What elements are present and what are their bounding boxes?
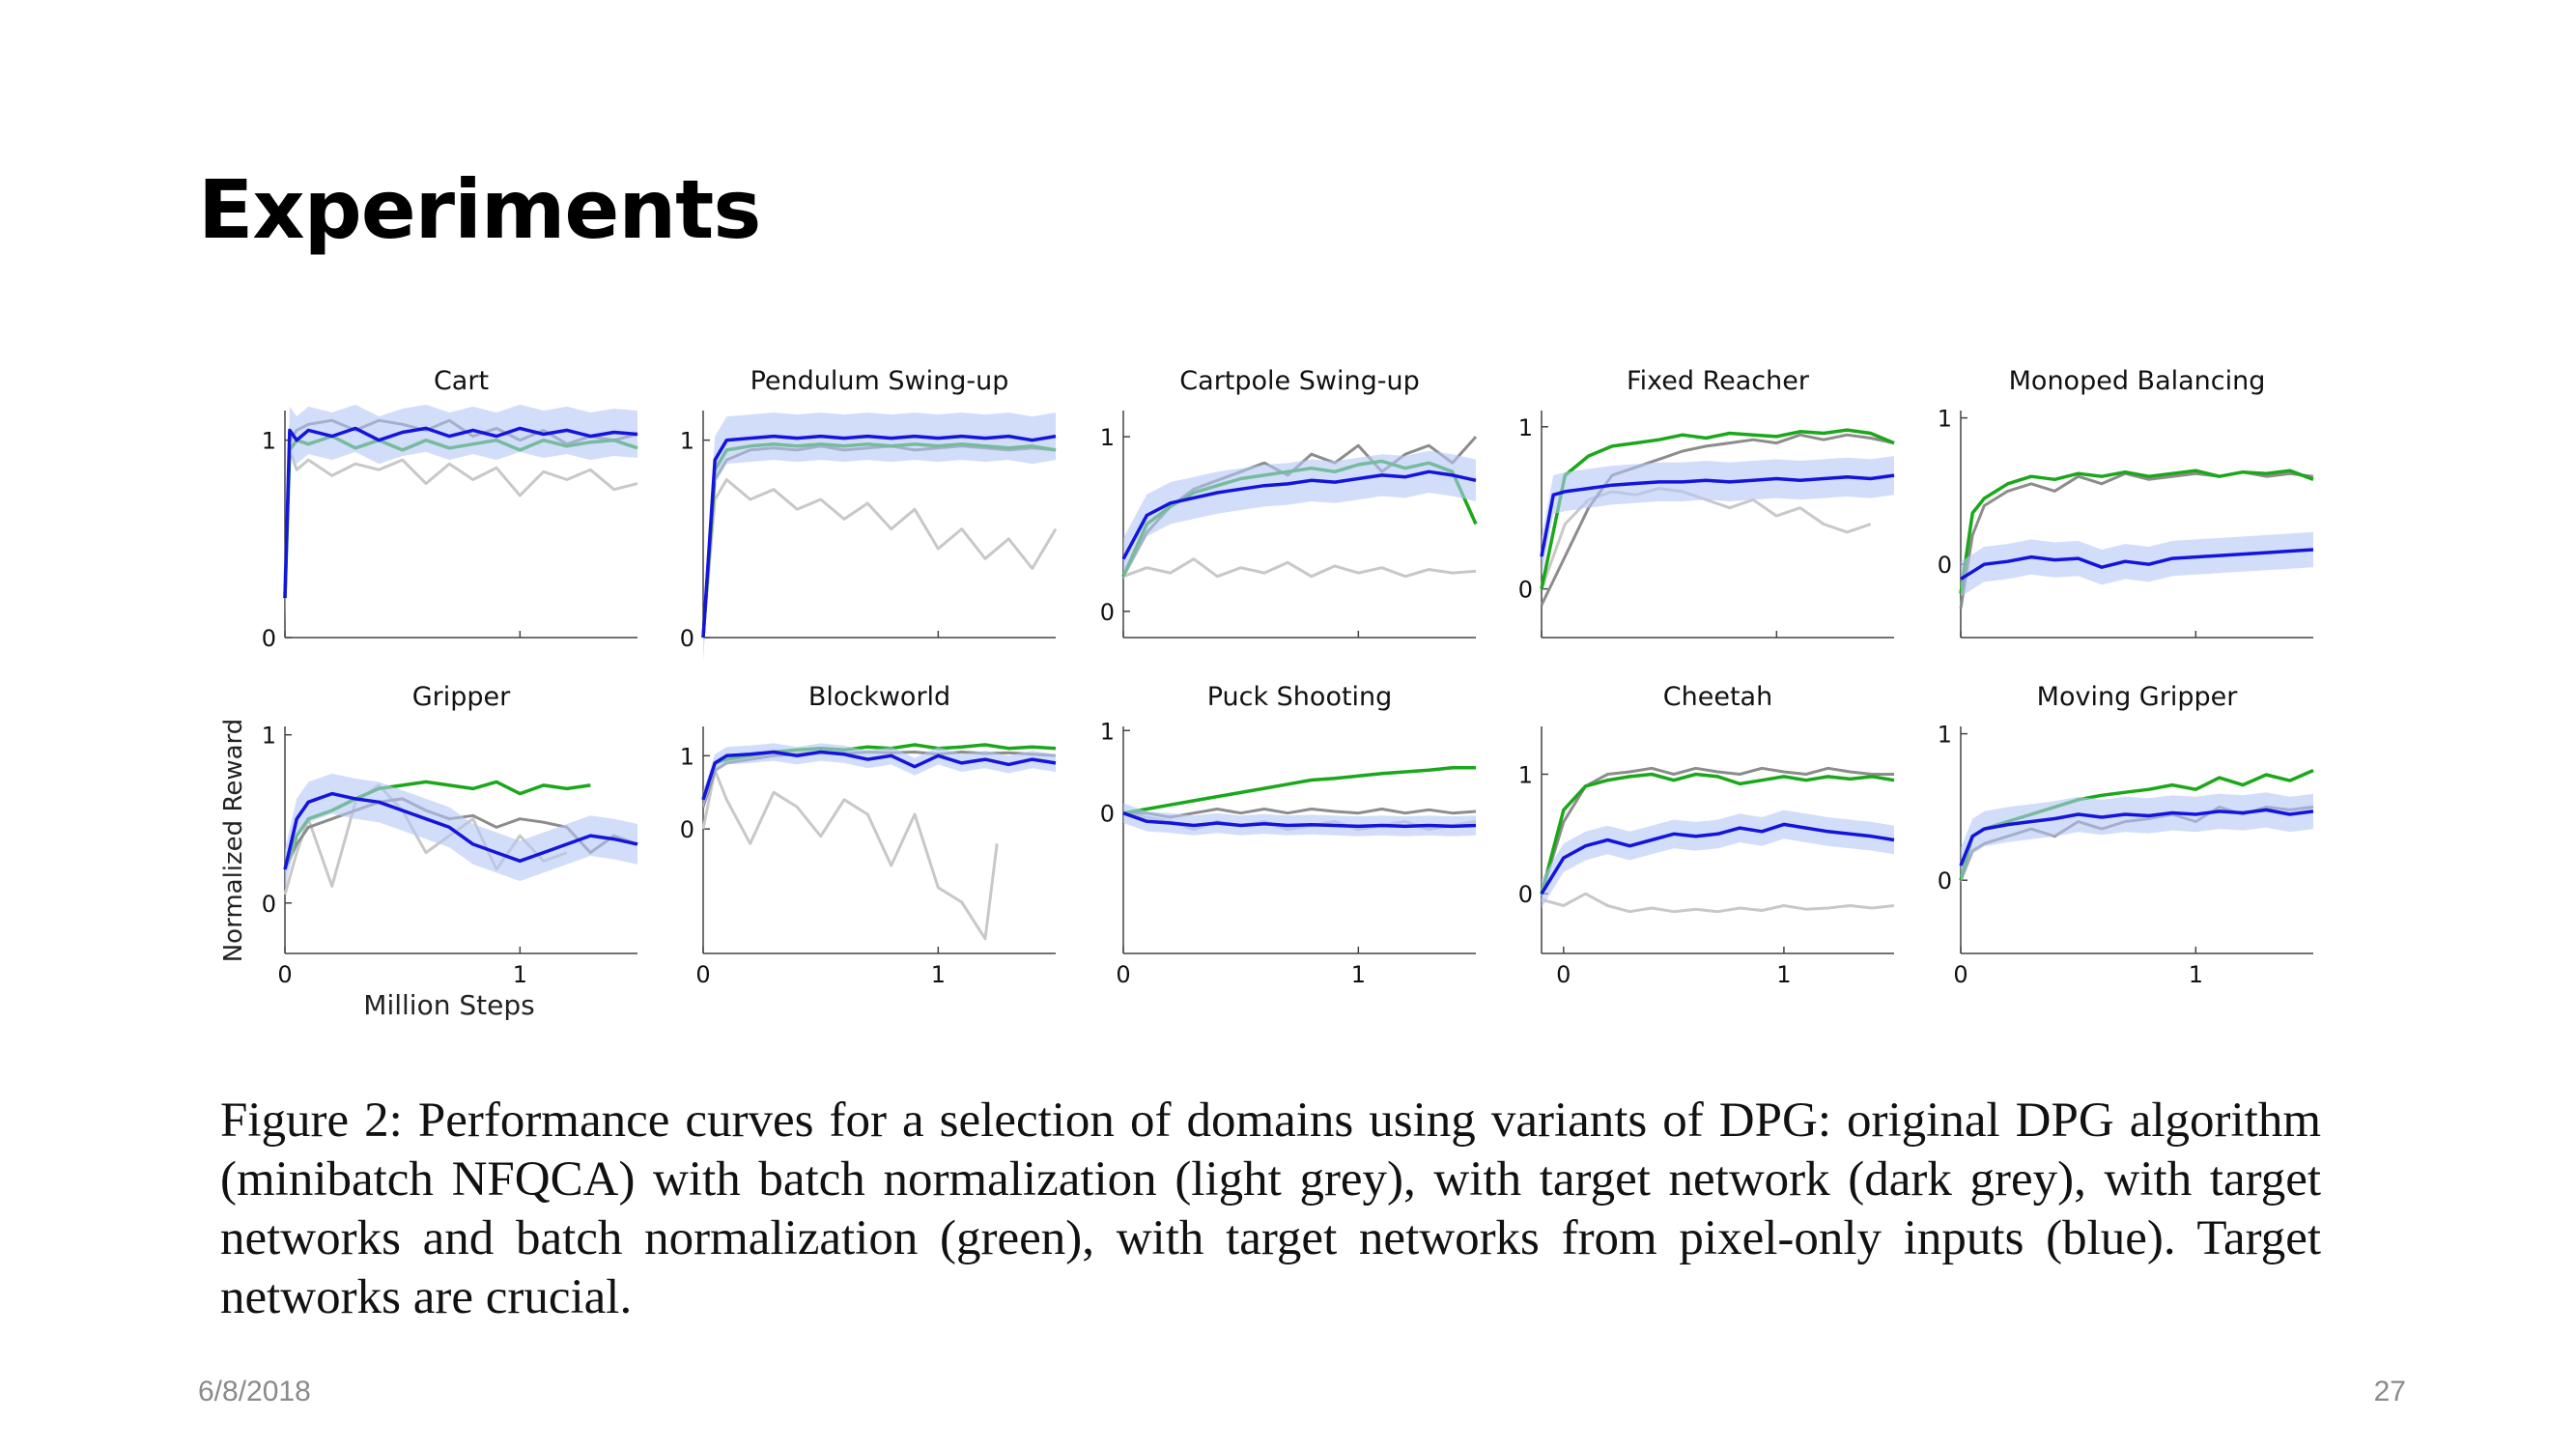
- panel-title-blockworld: Blockworld: [808, 682, 950, 712]
- x-tick-label-cheetah: 0: [1556, 961, 1571, 988]
- x-tick-label-gripper: 1: [513, 961, 527, 988]
- x-tick-label-cheetah: 1: [1776, 961, 1791, 988]
- panel-title-monoped-balancing: Monoped Balancing: [2009, 366, 2266, 396]
- y-tick-label-moving-gripper: 1: [1938, 722, 1952, 749]
- y-tick-label-blockworld: 1: [680, 743, 694, 770]
- series-line-green-puck-shooting: [1122, 765, 1476, 815]
- series-band-fixed-reacher: [1542, 456, 1894, 577]
- series-line-green-cheetah: [1540, 772, 1895, 895]
- series-band-pendulum-swing-up: [703, 412, 1056, 662]
- x-tick-label-puck-shooting: 0: [1116, 961, 1130, 988]
- series-line-blue-pendulum-swing-up: [701, 434, 1057, 639]
- panel-pendulum-swing-up: Pendulum Swing-up 0 1: [680, 366, 1058, 662]
- panel-blockworld: Blockworld 0 1 0 1: [680, 682, 1057, 988]
- panel-gripper: Gripper 0 1 0 1: [262, 682, 638, 988]
- series-line-blue-cartpole-swing-up: [1121, 469, 1477, 560]
- series-line-dark_grey-cheetah: [1540, 766, 1894, 895]
- slide-page-number: 27: [2373, 1376, 2406, 1407]
- panel-title-cart: Cart: [434, 366, 489, 396]
- series-line-blue-blockworld: [701, 750, 1057, 801]
- y-tick-label-cartpole-swing-up: 0: [1100, 599, 1115, 626]
- series-band-blockworld: [703, 743, 1056, 809]
- panel-fixed-reacher: Fixed Reacher 0 1: [1518, 366, 1895, 639]
- series-line-blue-cheetah: [1540, 822, 1895, 895]
- x-tick-label-blockworld: 0: [695, 961, 710, 988]
- series-line-blue-moving-gripper: [1959, 808, 2314, 867]
- panel-cheetah: Cheetah 0 1 0 1: [1518, 682, 1895, 988]
- series-line-blue-monoped-balancing: [1960, 548, 2314, 581]
- y-tick-label-monoped-balancing: 1: [1938, 406, 1952, 433]
- series-band-cart: [285, 404, 637, 622]
- y-tick-label-monoped-balancing: 0: [1938, 552, 1952, 579]
- y-tick-label-puck-shooting: 0: [1100, 801, 1115, 828]
- series-line-green-fixed-reacher: [1540, 428, 1895, 589]
- series-line-green-monoped-balancing: [1959, 469, 2314, 594]
- series-line-light_grey-cheetah: [1541, 892, 1895, 914]
- panel-title-pendulum-swing-up: Pendulum Swing-up: [750, 366, 1009, 396]
- panel-monoped-balancing: Monoped Balancing 0 1: [1938, 366, 2314, 639]
- series-line-blue-gripper: [283, 791, 638, 870]
- panel-title-gripper: Gripper: [412, 682, 511, 712]
- panel-puck-shooting: Puck Shooting 0 1 0 1: [1100, 682, 1477, 988]
- y-tick-label-cheetah: 1: [1518, 761, 1533, 788]
- y-tick-label-gripper: 1: [262, 723, 276, 750]
- y-tick-label-fixed-reacher: 0: [1518, 577, 1533, 604]
- series-line-green-cart: [283, 434, 638, 599]
- x-tick-label-moving-gripper: 0: [1953, 961, 1967, 988]
- y-tick-label-moving-gripper: 0: [1938, 867, 1952, 895]
- series-band-cartpole-swing-up: [1123, 450, 1476, 581]
- x-tick-label-moving-gripper: 1: [2189, 961, 2203, 988]
- y-tick-label-cart: 0: [262, 625, 276, 652]
- x-tick-label-puck-shooting: 1: [1351, 961, 1366, 988]
- x-tick-label-blockworld: 1: [931, 961, 946, 988]
- y-tick-label-pendulum-swing-up: 0: [680, 625, 694, 652]
- panel-title-puck-shooting: Puck Shooting: [1207, 682, 1393, 712]
- series-band-cheetah: [1542, 810, 1894, 908]
- series-line-blue-fixed-reacher: [1540, 473, 1895, 557]
- y-tick-label-cartpole-swing-up: 1: [1100, 424, 1115, 451]
- panel-title-cheetah: Cheetah: [1663, 682, 1772, 712]
- series-band-puck-shooting: [1123, 803, 1476, 837]
- series-line-green-pendulum-swing-up: [701, 441, 1057, 639]
- y-tick-label-pendulum-swing-up: 1: [680, 428, 694, 455]
- panel-cartpole-swing-up: Cartpole Swing-up 0 1: [1100, 366, 1478, 639]
- series-band-gripper: [285, 773, 637, 890]
- y-tick-label-puck-shooting: 1: [1100, 718, 1115, 745]
- series-line-dark_grey-pendulum-swing-up: [701, 444, 1057, 639]
- panel-title-moving-gripper: Moving Gripper: [2037, 682, 2239, 712]
- shared-y-axis-label: Normalized Reward: [219, 719, 248, 963]
- y-tick-label-fixed-reacher: 1: [1518, 414, 1533, 441]
- panel-moving-gripper: Moving Gripper 0 1 0 1: [1938, 682, 2314, 988]
- y-tick-label-blockworld: 0: [680, 816, 694, 843]
- series-band-moving-gripper: [1961, 792, 2313, 884]
- y-tick-label-cheetah: 0: [1518, 881, 1533, 908]
- shared-x-axis-label: Million Steps: [363, 989, 534, 1021]
- figure-caption: Figure 2: Performance curves for a selec…: [220, 1094, 2321, 1324]
- slide-date: 6/8/2018: [198, 1376, 311, 1407]
- panel-cart: Cart 0 1: [262, 366, 638, 652]
- y-tick-label-gripper: 0: [262, 891, 276, 918]
- series-line-blue-puck-shooting: [1122, 811, 1477, 829]
- x-tick-label-gripper: 0: [277, 961, 292, 988]
- series-line-light_grey-cart: [283, 448, 638, 579]
- series-line-blue-cart: [283, 426, 638, 599]
- series-line-light_grey-cartpole-swing-up: [1122, 557, 1477, 579]
- slide-title: Experiments: [198, 162, 761, 257]
- panel-title-cartpole-swing-up: Cartpole Swing-up: [1179, 366, 1419, 396]
- panel-title-fixed-reacher: Fixed Reacher: [1627, 366, 1810, 396]
- series-line-light_grey-blockworld: [701, 769, 999, 941]
- y-tick-label-cart: 1: [262, 428, 276, 455]
- series-line-light_grey-pendulum-swing-up: [701, 478, 1058, 639]
